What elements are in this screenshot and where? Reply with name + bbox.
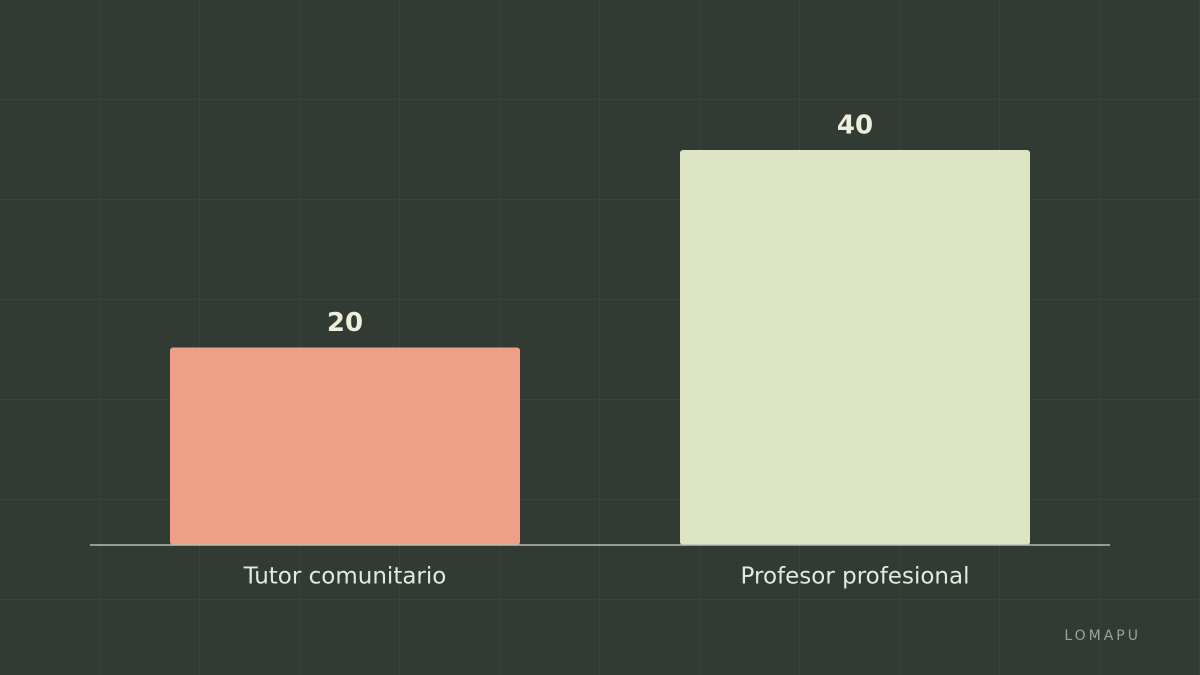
bar <box>680 150 1030 545</box>
value-label: 20 <box>327 308 363 338</box>
bar <box>170 347 520 545</box>
watermark: LOMAPU <box>1064 628 1141 644</box>
value-label: 40 <box>837 111 873 141</box>
x-tick-label: Tutor comunitario <box>243 564 447 590</box>
x-tick-label: Profesor profesional <box>741 564 970 590</box>
